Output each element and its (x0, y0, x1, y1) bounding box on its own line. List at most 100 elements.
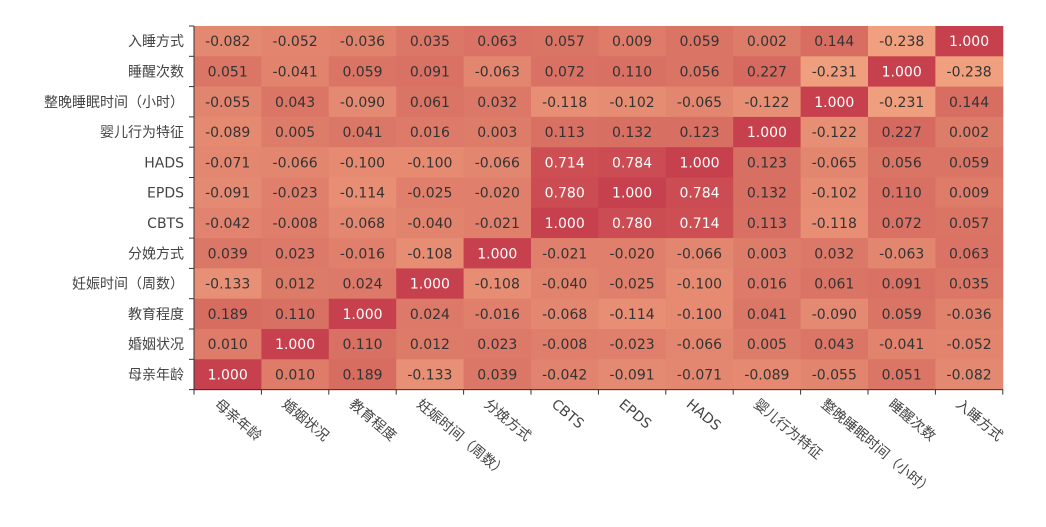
cell-value-label: -0.082 (205, 34, 250, 50)
cell-value-label: -0.052 (947, 337, 992, 353)
cell-value-label: 0.061 (814, 277, 854, 293)
y-tick-label: 婴儿行为特征 (100, 125, 184, 141)
cell-value-label: 1.000 (679, 155, 719, 171)
y-tick-label: 妊娠时间（周数） (72, 277, 184, 293)
cell-value-label: -0.008 (542, 337, 587, 353)
cell-value-label: -0.040 (542, 277, 587, 293)
x-tick-label: CBTS (548, 396, 587, 432)
cell-value-label: 0.780 (545, 186, 585, 202)
cell-value-label: 0.784 (612, 155, 652, 171)
cell-value-label: 0.091 (882, 277, 922, 293)
cell-value-label: 1.000 (275, 337, 315, 353)
cell-value-label: -0.238 (947, 64, 992, 80)
cell-value-label: 0.023 (275, 246, 315, 262)
cell-value-label: -0.008 (273, 216, 318, 232)
cell-value-label: 1.000 (612, 186, 652, 202)
cell-value-label: 0.005 (747, 337, 787, 353)
cell-value-label: -0.100 (677, 277, 722, 293)
cell-value-label: -0.068 (542, 307, 587, 323)
cell-value-label: 0.003 (747, 246, 787, 262)
y-tick-label: 入睡方式 (128, 34, 184, 50)
cell-value-label: 0.059 (882, 307, 922, 323)
cell-value-label: 0.714 (679, 216, 719, 232)
cell-value-label: 0.010 (275, 367, 315, 383)
cell-value-label: 0.056 (882, 155, 922, 171)
cell-value-label: -0.036 (947, 307, 992, 323)
cell-value-label: 0.010 (208, 337, 248, 353)
cell-value-label: 1.000 (477, 246, 517, 262)
cell-value-label: 0.189 (208, 307, 248, 323)
cell-value-label: 0.189 (342, 367, 382, 383)
cell-value-label: 0.012 (275, 277, 315, 293)
cell-value-label: 0.009 (612, 34, 652, 50)
cell-value-label: 0.072 (882, 216, 922, 232)
x-tick-label: 入睡方式 (953, 396, 1006, 444)
cell-value-label: 1.000 (814, 95, 854, 111)
cell-value-label: 0.110 (342, 337, 382, 353)
cell-value-label: 0.113 (747, 216, 787, 232)
cell-value-label: 0.057 (545, 34, 585, 50)
cell-value-label: 0.113 (545, 125, 585, 141)
cell-value-label: 0.039 (477, 367, 517, 383)
cell-value-label: -0.122 (812, 125, 857, 141)
cell-value-label: -0.082 (947, 367, 992, 383)
cell-value-label: 0.063 (949, 246, 989, 262)
cell-value-label: -0.100 (340, 155, 385, 171)
cell-value-label: 0.061 (410, 95, 450, 111)
cell-value-label: -0.100 (407, 155, 452, 171)
cell-value-label: 0.032 (814, 246, 854, 262)
cell-value-label: 0.016 (747, 277, 787, 293)
cell-value-label: 0.041 (747, 307, 787, 323)
cell-value-label: -0.071 (677, 367, 722, 383)
cell-value-label: 0.072 (545, 64, 585, 80)
cell-value-label: -0.133 (407, 367, 452, 383)
cell-value-label: 0.024 (342, 277, 382, 293)
cell-value-label: -0.090 (340, 95, 385, 111)
cell-value-label: -0.021 (475, 216, 520, 232)
cell-value-label: -0.042 (205, 216, 250, 232)
cell-value-label: -0.114 (610, 307, 655, 323)
cell-value-label: -0.055 (205, 95, 250, 111)
cell-value-label: 0.009 (949, 186, 989, 202)
cell-value-label: -0.036 (340, 34, 385, 50)
cell-value-label: -0.042 (542, 367, 587, 383)
cell-value-label: 0.057 (949, 216, 989, 232)
cell-value-label: -0.071 (205, 155, 250, 171)
cell-value-label: 1.000 (410, 277, 450, 293)
cell-value-label: -0.231 (812, 64, 857, 80)
cell-value-label: 0.056 (679, 64, 719, 80)
cell-value-label: 1.000 (208, 367, 248, 383)
cell-value-label: -0.065 (812, 155, 857, 171)
cell-value-label: 1.000 (747, 125, 787, 141)
cell-value-label: 0.123 (679, 125, 719, 141)
x-tick-label: 分娩方式 (481, 396, 534, 444)
cell-value-label: 0.016 (410, 125, 450, 141)
cell-value-label: -0.108 (407, 246, 452, 262)
cell-value-label: -0.063 (475, 64, 520, 80)
y-tick-label: HADS (144, 155, 184, 171)
cell-value-label: 0.051 (882, 367, 922, 383)
cell-value-label: -0.016 (340, 246, 385, 262)
cell-value-label: 0.032 (477, 95, 517, 111)
cell-value-label: -0.114 (340, 186, 385, 202)
cell-value-label: 0.227 (747, 64, 787, 80)
x-tick-label: HADS (683, 396, 724, 434)
cell-value-label: -0.066 (677, 337, 722, 353)
cell-value-label: -0.100 (677, 307, 722, 323)
cell-value-label: 0.039 (208, 246, 248, 262)
cell-value-label: 0.043 (275, 95, 315, 111)
x-tick-label: 婚姻状况 (279, 396, 332, 444)
y-tick-label: EPDS (147, 186, 184, 202)
cell-value-label: -0.016 (475, 307, 520, 323)
cell-value-label: -0.068 (340, 216, 385, 232)
cell-value-label: 1.000 (949, 34, 989, 50)
cell-value-label: -0.133 (205, 277, 250, 293)
cell-value-label: 0.002 (949, 125, 989, 141)
y-tick-label: 整晚睡眠时间（小时） (44, 95, 184, 111)
cell-value-label: -0.238 (879, 34, 924, 50)
cell-value-label: -0.102 (610, 95, 655, 111)
cell-value-label: 0.024 (410, 307, 450, 323)
cell-value-label: -0.055 (812, 367, 857, 383)
cell-value-label: -0.041 (879, 337, 924, 353)
